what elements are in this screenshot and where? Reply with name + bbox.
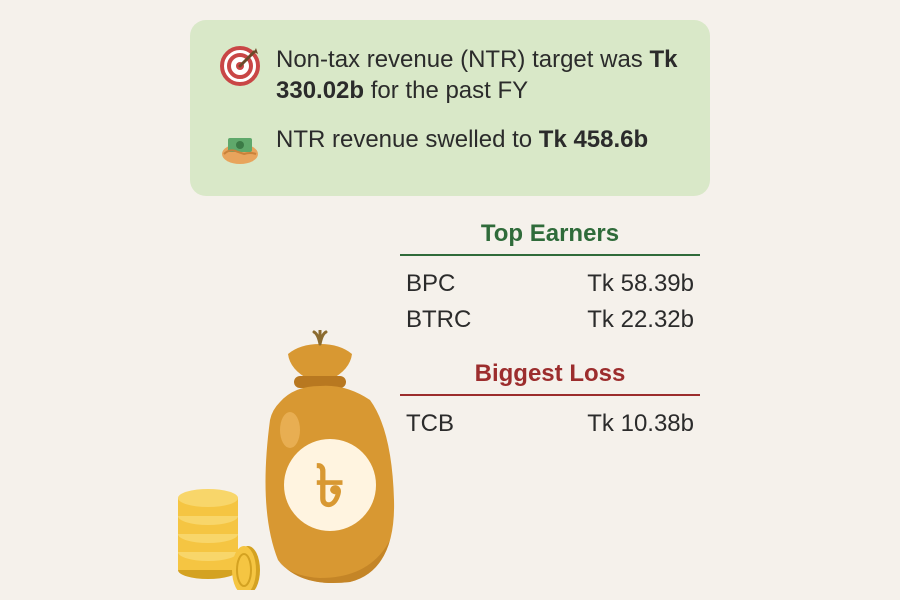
fact-part: NTR revenue swelled to: [276, 126, 539, 153]
row-label: BTRC: [406, 306, 471, 334]
row-value: Tk 58.39b: [587, 270, 694, 298]
table-row: BPC Tk 58.39b: [400, 266, 700, 302]
money-bag-illustration: ৳: [170, 330, 410, 590]
svg-text:৳: ৳: [316, 454, 345, 519]
fact-row: NTR revenue swelled to Tk 458.6b: [218, 124, 682, 168]
fact-text: Non-tax revenue (NTR) target was Tk 330.…: [276, 44, 682, 106]
fact-part: for the past FY: [364, 77, 528, 104]
fact-text: NTR revenue swelled to Tk 458.6b: [276, 124, 682, 155]
row-label: BPC: [406, 270, 455, 298]
divider-earners: [400, 254, 700, 256]
fact-part: Non-tax revenue (NTR) target was: [276, 46, 649, 73]
tables-section: Top Earners BPC Tk 58.39b BTRC Tk 22.32b…: [400, 220, 700, 442]
row-value: Tk 10.38b: [587, 410, 694, 438]
table-row: TCB Tk 10.38b: [400, 406, 700, 442]
divider-loss: [400, 394, 700, 396]
table-row: BTRC Tk 22.32b: [400, 302, 700, 338]
money-hand-icon: [218, 124, 262, 168]
row-label: TCB: [406, 410, 454, 438]
fact-row: Non-tax revenue (NTR) target was Tk 330.…: [218, 44, 682, 106]
fact-bold: Tk 458.6b: [539, 126, 648, 153]
top-earners-title: Top Earners: [400, 220, 700, 248]
target-icon: [218, 44, 262, 88]
biggest-loss-title: Biggest Loss: [400, 360, 700, 388]
row-value: Tk 22.32b: [587, 306, 694, 334]
highlight-box: Non-tax revenue (NTR) target was Tk 330.…: [190, 20, 710, 196]
infographic-container: Non-tax revenue (NTR) target was Tk 330.…: [190, 20, 710, 580]
